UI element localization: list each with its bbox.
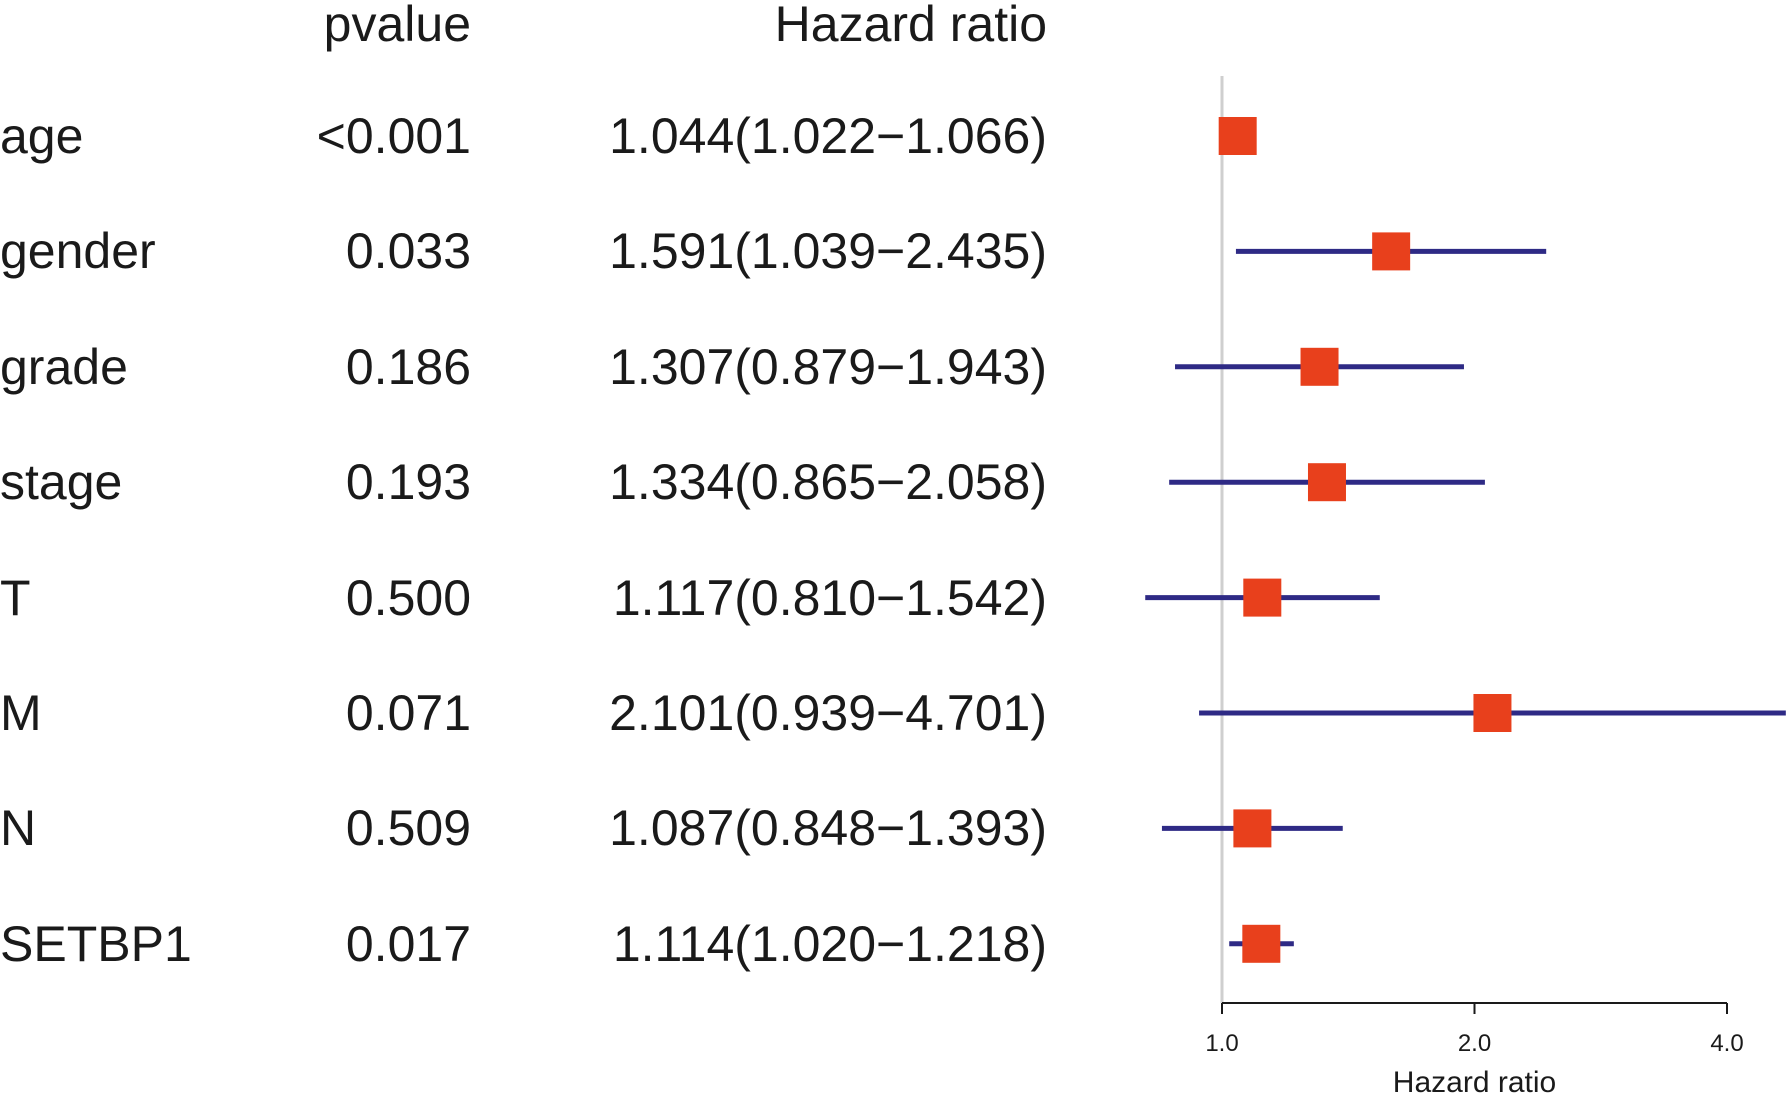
row-pvalue: 0.509 — [345, 800, 471, 857]
x-axis-label: Hazard ratio — [1393, 1066, 1556, 1096]
x-tick-label: 4.0 — [1710, 1030, 1743, 1057]
hr-point — [1473, 694, 1512, 732]
row-pvalue: 0.033 — [345, 223, 471, 280]
hr-point — [1300, 347, 1339, 386]
row-hazard-ratio-text: 1.307(0.879−1.943) — [609, 338, 1047, 395]
hr-point — [1233, 809, 1272, 848]
row-hazard-ratio-text: 1.087(0.848−1.393) — [609, 800, 1047, 857]
row-pvalue: 0.500 — [345, 569, 471, 626]
row-pvalue: <0.001 — [316, 108, 471, 164]
row-hazard-ratio-text: 1.114(1.020−1.218) — [612, 915, 1047, 972]
row-pvalue: 0.071 — [345, 685, 471, 741]
x-tick-label: 1.0 — [1205, 1030, 1238, 1057]
row-pvalue: 0.186 — [345, 338, 471, 395]
hr-point — [1242, 924, 1281, 963]
row-hazard-ratio-text: 1.334(0.865−2.058) — [609, 454, 1047, 511]
row-label: age — [0, 108, 84, 164]
row-label: M — [0, 685, 42, 741]
row-hazard-ratio-text: 1.591(1.039−2.435) — [609, 223, 1047, 280]
hazard-ratio-column-header: Hazard ratio — [774, 0, 1047, 52]
row-hazard-ratio-text: 2.101(0.939−4.701) — [609, 685, 1047, 741]
row-label: gender — [0, 223, 156, 280]
hr-point — [1372, 232, 1411, 271]
row-label: stage — [0, 454, 123, 511]
hr-point — [1218, 117, 1257, 155]
pvalue-column-header: pvalue — [323, 0, 471, 52]
row-label: N — [0, 800, 37, 857]
row-label: grade — [0, 338, 128, 395]
row-pvalue: 0.193 — [345, 454, 471, 511]
hr-point — [1307, 463, 1346, 502]
row-label: SETBP1 — [0, 915, 192, 972]
x-tick-label: 2.0 — [1458, 1030, 1491, 1057]
row-label: T — [0, 569, 31, 626]
row-hazard-ratio-text: 1.117(0.810−1.542) — [612, 569, 1047, 626]
row-hazard-ratio-text: 1.044(1.022−1.066) — [609, 108, 1047, 164]
row-pvalue: 0.017 — [345, 915, 471, 972]
hr-point — [1243, 578, 1282, 617]
